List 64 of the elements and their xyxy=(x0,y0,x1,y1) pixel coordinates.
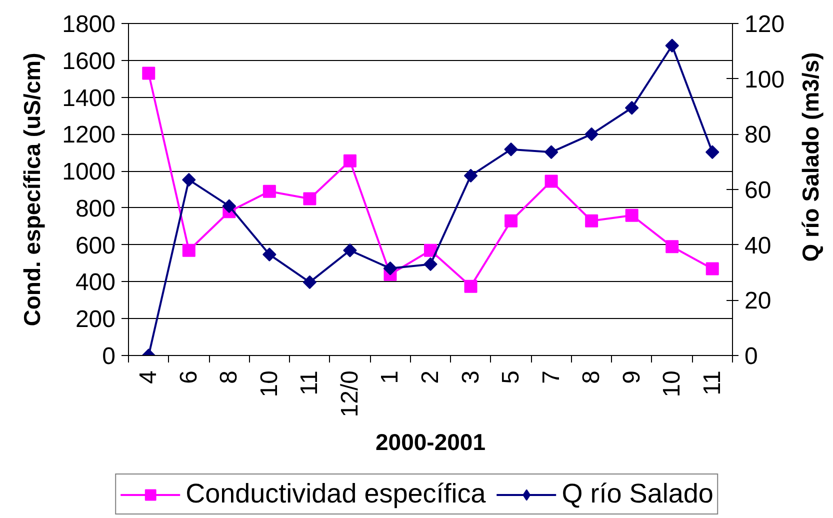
y2-tick-label: 80 xyxy=(744,122,772,149)
y2-tick-label: 120 xyxy=(744,11,785,38)
point xyxy=(222,199,236,213)
x-tick-label: 5 xyxy=(498,370,525,384)
y2-tick-label: 40 xyxy=(744,232,772,260)
legend-label: Q río Salado xyxy=(562,478,714,510)
y-tick-label: 200 xyxy=(75,306,116,334)
point xyxy=(624,101,639,115)
x-tick-label: 8 xyxy=(578,370,606,384)
point xyxy=(383,261,398,276)
y-axis-title: Cond. específica (uS/cm) xyxy=(19,52,46,326)
x-tick-label: 1 xyxy=(376,370,404,384)
point xyxy=(706,262,719,276)
point xyxy=(706,145,720,160)
point xyxy=(182,172,196,187)
y-tick-label: 1200 xyxy=(62,122,116,149)
y-tick-label: 1600 xyxy=(62,48,116,75)
y-tick-label: 800 xyxy=(75,195,116,222)
point xyxy=(504,142,518,156)
x-tick-label: 8 xyxy=(216,370,243,384)
point xyxy=(544,145,558,160)
x-tick-label: 10 xyxy=(256,370,283,398)
y-tick-label: 0 xyxy=(102,343,116,370)
point xyxy=(504,214,518,228)
point xyxy=(182,244,196,257)
x-tick-label: 11 xyxy=(698,370,726,396)
y2-tick-label: 20 xyxy=(744,288,772,315)
point xyxy=(142,66,156,80)
x-tick-label: 10 xyxy=(658,370,686,398)
point xyxy=(585,214,598,228)
y-tick-label: 400 xyxy=(75,269,116,296)
x-tick-label: 6 xyxy=(175,370,202,384)
point xyxy=(666,240,679,254)
x-tick-label: 3 xyxy=(457,370,484,384)
point xyxy=(544,174,558,188)
y-tick-label: 1400 xyxy=(62,84,116,112)
point xyxy=(303,192,316,206)
point xyxy=(424,244,437,257)
point xyxy=(665,38,679,52)
x-tick-label: 7 xyxy=(538,370,565,384)
x-axis-title: 2000-2001 xyxy=(376,429,486,456)
point xyxy=(464,280,478,293)
x-tick-label: 4 xyxy=(135,370,162,384)
y-tick-label: 600 xyxy=(75,232,116,260)
point xyxy=(464,168,478,183)
y2-tick-label: 0 xyxy=(744,343,758,370)
point xyxy=(343,154,356,168)
x-tick-label: 9 xyxy=(618,370,646,384)
point xyxy=(424,257,438,272)
y-tick-label: 1800 xyxy=(62,11,116,38)
point xyxy=(262,248,276,262)
y2-tick-label: 100 xyxy=(744,66,785,94)
legend-label: Conductividad específica xyxy=(186,478,486,510)
x-tick-label: 11 xyxy=(296,370,324,396)
point xyxy=(262,184,276,198)
y-tick-label: 1000 xyxy=(62,158,116,186)
point xyxy=(584,127,598,142)
y2-axis-title: Q río Salado (m3/s) xyxy=(797,52,824,262)
point xyxy=(343,244,357,258)
x-tick-label: 12/0 xyxy=(336,370,364,418)
point xyxy=(625,208,638,222)
y2-tick-label: 60 xyxy=(744,177,772,204)
x-tick-label: 2 xyxy=(417,370,444,384)
point xyxy=(302,275,317,290)
